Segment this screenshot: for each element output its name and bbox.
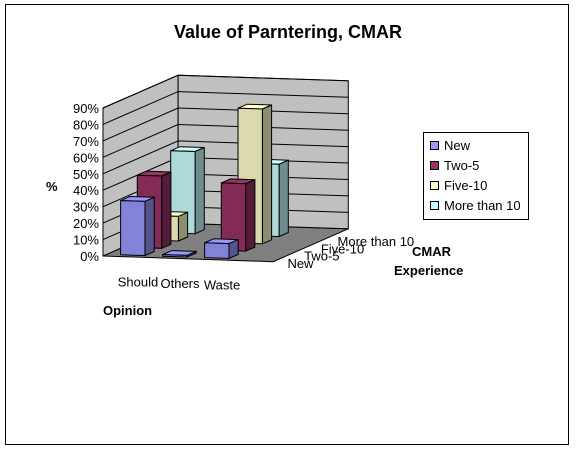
y-tick-label: 40% (73, 183, 99, 198)
legend-entry: New (430, 137, 471, 153)
y-tick-label: 70% (73, 134, 99, 149)
y-tick-label: 10% (73, 233, 99, 248)
gridline (102, 123, 349, 158)
x-axis-label: Opinion (103, 303, 152, 318)
legend-entry: More than 10 (430, 197, 521, 213)
legend-label: Five-10 (444, 177, 488, 193)
legend-swatch (430, 200, 439, 210)
gridline (102, 107, 349, 142)
y-tick-label: 80% (73, 117, 99, 132)
depth-axis-label-line-2: Experience (394, 263, 463, 278)
y-tick-label: 50% (73, 167, 99, 182)
legend: New Two-5 Five-10 More than 10 (423, 132, 529, 220)
bar-two-5-waste (220, 178, 256, 252)
gridline (102, 140, 349, 175)
gridline (102, 91, 349, 125)
legend-swatch (430, 140, 439, 150)
y-tick-label: 30% (73, 200, 99, 215)
series-depth-label: Five-10 (321, 241, 364, 256)
series-depth-label: Two-5 (304, 249, 339, 264)
series-depth-label: New (287, 256, 314, 271)
chart-title: Value of Parntering, CMAR (174, 22, 402, 42)
legend-label: Two-5 (444, 157, 480, 173)
y-tick-label: 20% (73, 216, 99, 231)
legend-swatch (430, 180, 439, 190)
series-depth-label: More than 10 (338, 234, 415, 249)
bar-more-than-10-should (170, 146, 205, 235)
depth-axis-label-line-1: CMAR (412, 244, 452, 259)
y-axis-label: % (46, 179, 58, 194)
category-label: Waste (204, 278, 240, 293)
bar-new-waste (204, 238, 239, 260)
category-label: Should (118, 275, 158, 290)
category-label: Others (160, 276, 200, 291)
legend-label: More than 10 (444, 197, 521, 213)
legend-label: New (444, 137, 471, 153)
legend-entry: Two-5 (430, 157, 480, 173)
legend-swatch (430, 160, 439, 170)
legend-entry: Five-10 (430, 177, 488, 193)
gridline (102, 74, 349, 109)
y-tick-label: 0% (80, 249, 99, 264)
category-labels: Should Others Waste (118, 275, 240, 293)
bars (120, 103, 289, 260)
y-tick-label: 60% (73, 150, 99, 165)
bar-new-should (120, 195, 155, 257)
y-tick-label: 90% (73, 101, 99, 116)
y-tick-labels: 0%10% 20%30% 40%50% 60%70% 80%90% (73, 101, 99, 264)
bar-new-others (162, 250, 197, 258)
